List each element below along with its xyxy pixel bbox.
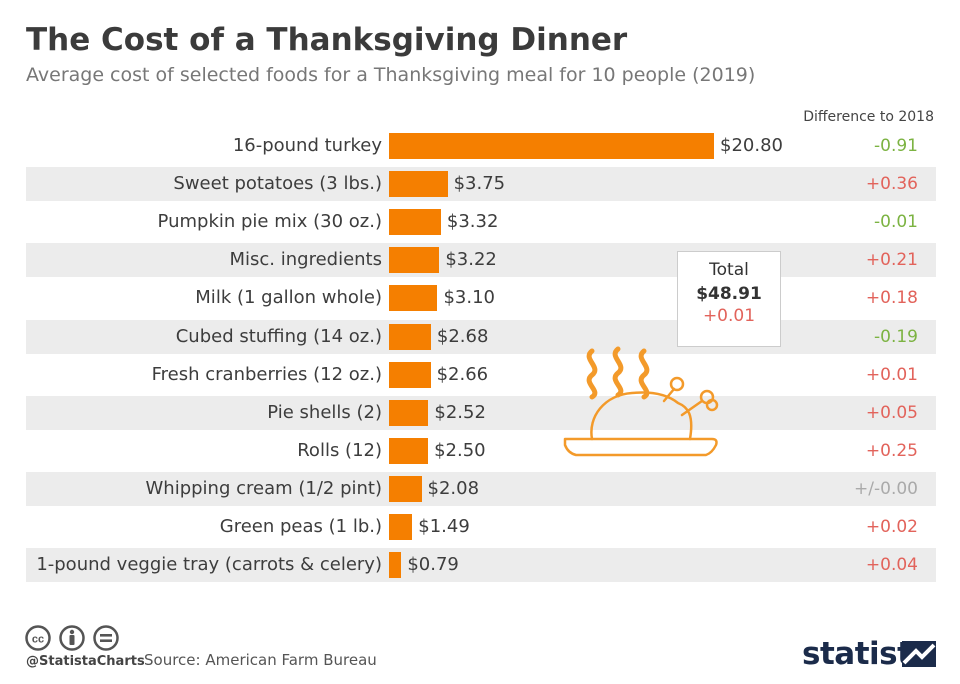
difference-label: +0.18 — [865, 288, 918, 309]
value-label: $3.22 — [445, 249, 497, 271]
bar — [389, 514, 413, 540]
difference-label: -0.01 — [874, 212, 918, 233]
value-label: $2.66 — [436, 363, 489, 385]
chart-subtitle: Average cost of selected foods for a Tha… — [26, 64, 756, 86]
value-label: $0.79 — [407, 554, 459, 576]
category-label: Pie shells (2) — [267, 401, 382, 423]
value-label: $2.68 — [436, 325, 489, 347]
twitter-handle[interactable]: @StatistaCharts — [26, 654, 145, 669]
source-note: Source: American Farm Bureau — [144, 651, 377, 669]
bar — [389, 209, 441, 236]
bar — [389, 171, 448, 198]
total-box: Total $48.91 +0.01 — [677, 251, 781, 347]
bar-chart: 16-pound turkey $20.80 -0.91 Sweet potatoes… — [26, 129, 936, 583]
difference-label: +0.21 — [865, 250, 918, 271]
value-label: $2.52 — [434, 401, 486, 423]
attribution-icon[interactable] — [59, 625, 85, 651]
category-label: 1-pound veggie tray (carrots & celery) — [36, 554, 382, 576]
value-label: $20.80 — [720, 135, 783, 156]
bar — [389, 361, 431, 388]
category-label: Rolls (12) — [297, 439, 382, 461]
total-value: $48.91 — [696, 284, 762, 304]
chart-title: The Cost of a Thanksgiving Dinner — [26, 22, 628, 58]
difference-label: +0.25 — [865, 440, 918, 461]
chart-row: 16-pound turkey $20.80 -0.91 — [26, 129, 936, 163]
svg-text:cc: cc — [32, 634, 44, 646]
difference-column-header: Difference to 2018 — [803, 109, 934, 125]
category-label: Sweet potatoes (3 lbs.) — [173, 173, 382, 195]
total-difference: +0.01 — [702, 306, 756, 326]
bar — [389, 323, 431, 350]
difference-label: +0.04 — [865, 555, 918, 576]
chart-row: Rolls (12) $2.50 +0.25 — [26, 434, 936, 468]
value-label: $1.49 — [418, 516, 470, 537]
statista-logo-mark[interactable] — [902, 641, 936, 667]
bar — [389, 437, 429, 464]
difference-label: +0.05 — [865, 402, 918, 423]
chart-row: Misc. ingredients $3.22 +0.21 — [26, 243, 936, 278]
bar — [389, 552, 402, 579]
creative-commons-icon[interactable]: cc — [25, 625, 51, 651]
bar — [389, 399, 429, 426]
license-icons[interactable]: cc — [24, 624, 124, 652]
difference-label: +/-0.00 — [854, 478, 918, 499]
difference-label: +0.01 — [865, 364, 918, 385]
category-label: Fresh cranberries (12 oz.) — [151, 363, 382, 385]
chart-row: Sweet potatoes (3 lbs.) $3.75 +0.36 — [26, 167, 936, 202]
total-label: Total — [709, 260, 749, 280]
difference-label: +0.02 — [865, 517, 918, 537]
difference-label: -0.91 — [874, 136, 918, 156]
category-label: Whipping cream (1/2 pint) — [145, 477, 382, 499]
roast-turkey-icon — [563, 346, 719, 457]
chart-row: Green peas (1 lb.) $1.49 +0.02 — [26, 510, 936, 544]
chart-row: Pie shells (2) $2.52 +0.05 — [26, 395, 936, 430]
category-label: Pumpkin pie mix (30 oz.) — [157, 211, 382, 233]
value-label: $2.50 — [434, 439, 486, 461]
bar — [389, 247, 440, 274]
chart-row: Whipping cream (1/2 pint) $2.08 +/-0.00 — [26, 471, 936, 506]
difference-label: -0.19 — [874, 326, 918, 347]
no-derivatives-icon[interactable] — [93, 625, 119, 651]
chart-row: Pumpkin pie mix (30 oz.) $3.32 -0.01 — [26, 205, 936, 239]
bar — [389, 285, 438, 312]
value-label: $3.10 — [443, 287, 495, 309]
value-label: $2.08 — [427, 477, 480, 499]
category-label: Milk (1 gallon whole) — [195, 287, 382, 309]
value-label: $3.75 — [453, 173, 506, 195]
difference-label: +0.36 — [865, 174, 918, 195]
chart-row: Cubed stuffing (14 oz.) $2.68 -0.19 — [26, 319, 936, 354]
category-label: Misc. ingredients — [229, 249, 382, 271]
chart-row: Fresh cranberries (12 oz.) $2.66 +0.01 — [26, 358, 936, 392]
chart-row: Milk (1 gallon whole) $3.10 +0.18 — [26, 281, 936, 315]
bar — [389, 475, 422, 502]
bar — [389, 133, 714, 159]
value-label: $3.32 — [446, 211, 499, 233]
category-label: 16-pound turkey — [232, 135, 382, 156]
chart-row: 1-pound veggie tray (carrots & celery) $0… — [26, 548, 936, 583]
category-label: Cubed stuffing (14 oz.) — [175, 325, 382, 347]
category-label: Green peas (1 lb.) — [219, 516, 382, 537]
